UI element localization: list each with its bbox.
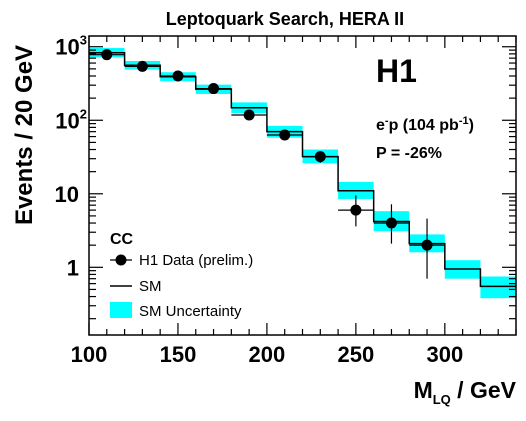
data-point [373,204,410,244]
y-tick-label-base: 10 [55,108,79,133]
polarization-label: P = -26% [376,145,442,162]
data-point-marker [385,217,397,229]
y-tick-label: 1 [67,255,79,280]
data-point [338,195,374,227]
beam-info-post: ) [469,117,474,134]
data-point-marker [243,109,255,121]
x-axis-ticks: 100 150 200 250 300 [71,36,517,367]
beam-info-mid: p (104 pb [389,117,459,134]
legend-band-swatch [110,302,132,318]
legend-label-band: SM Uncertainty [139,303,242,320]
data-points [89,49,445,279]
legend-title: CC [110,231,134,248]
data-point-marker [101,49,113,61]
data-point-marker [314,151,326,163]
x-axis-label: MLQ / GeV [414,377,517,407]
legend-label-sm: SM [139,278,162,295]
x-tick-label: 200 [249,342,286,367]
beam-info: e-p (104 pb-1) [376,115,474,134]
sm-histogram [89,51,516,288]
data-point [160,70,196,82]
sm-band-bin [480,276,516,299]
x-tick-label: 100 [71,342,108,367]
sm-line [89,51,516,288]
data-point [89,49,125,61]
y-tick-label: 10 [55,182,79,207]
x-axis-label-unit: / GeV [451,377,517,403]
x-tick-label: 150 [160,342,197,367]
data-point-marker [279,129,291,141]
data-point-marker [350,204,362,216]
y-tick-label-exponent: 3 [80,33,87,48]
beam-info-pre-sup: - [385,115,389,127]
legend-label-data: H1 Data (prelim.) [139,252,253,269]
data-point-marker [421,239,433,251]
legend-data-marker [115,254,127,266]
data-point [266,129,303,141]
data-point [124,60,161,72]
data-point [195,83,232,95]
x-tick-label: 250 [338,342,375,367]
y-tick-label-base: 10 [55,35,79,60]
x-axis-label-main: M [414,377,433,403]
y-tick-label: 102 [55,106,87,133]
data-point [231,109,267,121]
beam-info-pre: e [376,117,385,134]
data-point-marker [208,83,220,95]
legend: CC H1 Data (prelim.) SM SM Uncertainty [110,231,253,320]
y-axis-label: Events / 20 GeV [11,45,38,225]
y-tick-label: 103 [55,33,87,60]
data-point [409,218,445,279]
y-tick-label-base: 10 [55,182,79,207]
chart-title: Leptoquark Search, HERA II [166,9,404,29]
y-tick-label-base: 1 [67,255,79,280]
beam-info-sup: -1 [459,115,469,127]
data-point-marker [172,70,184,82]
experiment-logo: H1 [376,53,417,89]
y-tick-label-exponent: 2 [80,106,87,121]
data-point-marker [136,60,148,72]
x-tick-label: 300 [426,342,463,367]
x-axis-label-subscript: LQ [433,392,451,407]
data-point [302,151,339,163]
